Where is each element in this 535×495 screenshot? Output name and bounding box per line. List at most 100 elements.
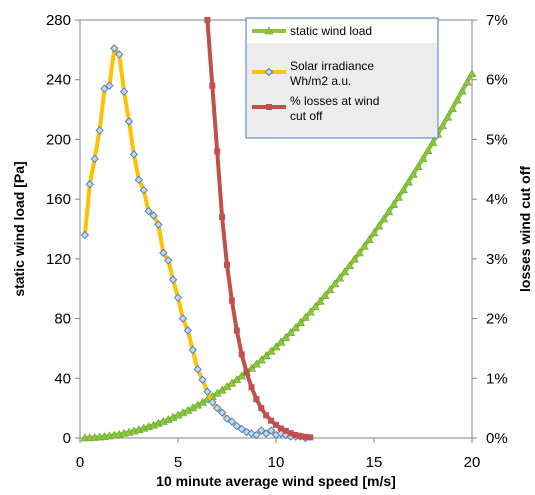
series-layer [80,17,476,442]
data-point [282,427,289,434]
series-wind-cutoff-losses [204,17,314,441]
data-point [349,254,359,263]
legend-label: static wind load [290,24,372,38]
y2-tick-label: 0% [486,430,508,447]
data-point [85,180,95,189]
data-point [281,332,291,341]
data-point [252,430,261,440]
data-point [100,84,109,93]
data-point [248,384,255,391]
data-point [228,297,235,304]
data-point [320,291,330,299]
data-point [467,69,476,78]
data-point [354,248,364,257]
data-point [305,307,315,316]
data-point [217,408,227,417]
data-point [438,121,448,130]
data-point [452,95,462,104]
y-tick-label: 120 [46,251,71,268]
data-point [423,146,433,155]
y2-tick-label: 3% [486,251,508,268]
data-point [134,175,144,184]
data-point [287,430,294,437]
data-point [238,351,245,358]
y-tick-label: 200 [46,131,71,148]
data-point [193,365,202,374]
data-point [237,424,246,434]
data-point [302,433,309,440]
data-point [178,314,188,323]
data-point [80,230,90,240]
data-point [208,397,217,407]
data-point [307,434,314,441]
y2-tick-label: 6% [486,72,508,89]
y2-axis-title: losses wind cut off [517,166,533,292]
data-point [295,318,306,326]
data-point [198,375,207,384]
data-point [276,337,286,346]
y-tick-label: 40 [54,370,71,387]
data-point [110,44,119,53]
data-point [214,148,221,155]
data-point [224,261,230,268]
legend-item-wind-load: static wind load [252,24,372,38]
data-point [212,403,222,413]
data-point [173,293,183,302]
data-point [237,371,247,380]
data-point [154,220,163,229]
data-point [129,150,139,159]
data-point [457,86,467,95]
data-point [462,77,472,86]
data-point [364,235,374,244]
data-point [232,421,242,431]
x-axis-title: 10 minute average wind speed [m/s] [156,473,396,489]
y2-tick-label: 5% [486,131,508,148]
data-point [209,82,216,89]
data-point [242,427,251,437]
data-point [256,355,266,364]
data-point [273,421,279,428]
data-point [219,214,226,221]
data-point [188,345,197,355]
data-point [251,359,261,368]
data-point [266,346,276,355]
data-point [271,342,281,351]
data-point [418,154,428,163]
data-point [266,426,276,435]
legend-marker [266,104,272,110]
y2-tick-label: 7% [486,12,508,29]
data-point [369,228,379,237]
data-point [168,275,178,284]
y-tick-label: 280 [46,12,71,29]
data-point [95,126,104,135]
data-point [379,214,389,223]
data-point [344,261,355,270]
data-point [261,351,271,360]
legend-marker [264,67,274,77]
data-point [90,154,99,164]
y-tick-label: 80 [54,311,71,328]
legend: static wind load Solar irradiance Wh/m2 a.… [245,17,439,139]
y-tick-label: 0 [63,430,71,447]
y-axis-title: static wind load [Pa] [11,161,27,296]
y2-tick-label: 4% [486,191,508,208]
data-point [408,169,418,178]
data-point [233,327,240,334]
series-wind-load [80,69,476,442]
data-point [384,207,394,216]
x-tick-label: 20 [464,454,481,471]
data-point [105,81,114,90]
data-point [292,432,299,439]
legend-marker [264,26,274,35]
data-point [300,312,310,321]
data-point [325,285,335,294]
axes-layer: 0 40 80 120 160 200 240 280 0% 1% 2% 3% 4% 5% 6% 7% 0 5 10… [46,12,508,471]
data-point [398,185,408,194]
y-tick-label: 240 [46,72,71,89]
data-point [277,425,284,432]
data-point [447,104,457,113]
data-point [227,417,237,426]
data-point [144,206,153,216]
data-point [163,256,173,265]
